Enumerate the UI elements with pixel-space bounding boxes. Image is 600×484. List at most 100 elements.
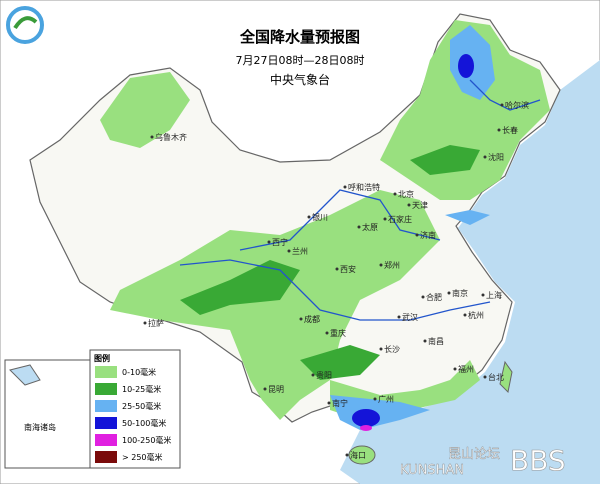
inset-coast (9, 364, 41, 386)
city-dot (379, 263, 383, 267)
legend-title: 图例 (94, 353, 110, 363)
legend: 图例 0-10毫米 10-25毫米 25-50毫米 50-100毫米 100-250毫米… (89, 349, 181, 469)
city-label: 昆明 (268, 385, 284, 394)
city-label: 银川 (312, 212, 328, 222)
rain-torrential (360, 425, 372, 431)
city-dot (421, 295, 425, 299)
city-dot (267, 240, 271, 244)
city-dot (393, 192, 397, 196)
hainan (348, 445, 376, 465)
city-label: 福州 (458, 365, 474, 374)
city-dot (423, 339, 427, 343)
city-label: 成都 (304, 314, 320, 324)
city-label: 西安 (340, 264, 356, 274)
rain-areas (100, 20, 550, 431)
city-dot (397, 315, 401, 319)
rain-heavy (458, 54, 474, 78)
legend-label: 25-50毫米 (122, 401, 161, 411)
city-dot (447, 291, 451, 295)
city-dot (453, 367, 457, 371)
watermark-bbs: BBS (510, 444, 566, 477)
city-label: 海口 (350, 450, 366, 460)
city-dot (483, 375, 487, 379)
rain-moderate (300, 345, 380, 380)
title: 全国降水量预报图 (239, 28, 360, 46)
city-label: 乌鲁木齐 (155, 132, 187, 142)
city-dot (299, 317, 303, 321)
city-label: 太原 (362, 222, 378, 232)
legend-swatch (95, 451, 117, 463)
city-label: 南宁 (332, 398, 348, 408)
source: 中央气象台 (270, 72, 330, 87)
city-dot (497, 128, 501, 132)
city-dot (415, 233, 419, 237)
rain-light (380, 20, 550, 200)
rain-heavy (352, 409, 380, 427)
city-label: 沈阳 (488, 152, 504, 162)
city-label: 西宁 (272, 237, 288, 247)
watermark-en: KUNSHAN (400, 463, 464, 478)
city-dot (379, 347, 383, 351)
city-dot (481, 293, 485, 297)
legend-swatch (95, 400, 117, 412)
city-label: 广州 (378, 394, 394, 404)
city-dot (335, 267, 339, 271)
city-label: 上海 (486, 290, 502, 300)
city-dot (345, 453, 349, 457)
city-label: 长沙 (384, 344, 400, 354)
inset: 南海诸岛 (4, 359, 91, 469)
city-dot (327, 401, 331, 405)
sea (340, 60, 600, 484)
city-dot (463, 313, 467, 317)
period: 7月27日08时—28日08时 (236, 54, 365, 67)
city-dot (263, 387, 267, 391)
rain-moderate-heavy (445, 210, 490, 225)
city-dot (307, 215, 311, 219)
city-label: 南京 (452, 288, 468, 298)
city-label: 石家庄 (388, 214, 412, 224)
logo (6, 6, 44, 44)
city-dot (343, 185, 347, 189)
city-label: 郑州 (384, 260, 400, 270)
city-label: 兰州 (292, 246, 308, 256)
city-dot (373, 397, 377, 401)
city-label: 呼和浩特 (348, 182, 380, 192)
city-label: 武汉 (402, 312, 418, 322)
city-label: 重庆 (330, 328, 346, 338)
city-dot (383, 217, 387, 221)
legend-label: 100-250毫米 (122, 435, 171, 445)
city-label: 天津 (412, 200, 428, 210)
city-dot (143, 321, 147, 325)
taiwan (499, 360, 513, 394)
city-dot (500, 103, 504, 107)
watermark-cn: 昆山论坛 (448, 447, 500, 462)
inset-label: 南海诸岛 (24, 422, 56, 432)
city-label: 南昌 (428, 336, 444, 346)
city-label: 济南 (420, 230, 436, 240)
legend-swatch (95, 417, 117, 429)
legend-swatch (95, 383, 117, 395)
rain-moderate (410, 145, 480, 175)
legend-label: > 250毫米 (122, 452, 163, 462)
legend-label: 10-25毫米 (122, 384, 161, 394)
rivers (179, 79, 541, 321)
city-label: 合肥 (426, 292, 442, 302)
city-dot (325, 331, 329, 335)
city-label: 北京 (398, 189, 414, 199)
rain-light (110, 190, 440, 420)
city-dot (357, 225, 361, 229)
legend-label: 0-10毫米 (122, 367, 156, 377)
city-dot (311, 373, 315, 377)
city-label: 拉萨 (148, 318, 164, 328)
city-dot (407, 203, 411, 207)
legend-swatch (95, 366, 117, 378)
city-label: 长春 (502, 125, 518, 135)
city-dot (150, 135, 154, 139)
legend-swatch (95, 434, 117, 446)
city-label: 哈尔滨 (505, 100, 529, 110)
legend-label: 50-100毫米 (122, 418, 166, 428)
city-dot (287, 249, 291, 253)
rain-moderate (180, 260, 300, 315)
